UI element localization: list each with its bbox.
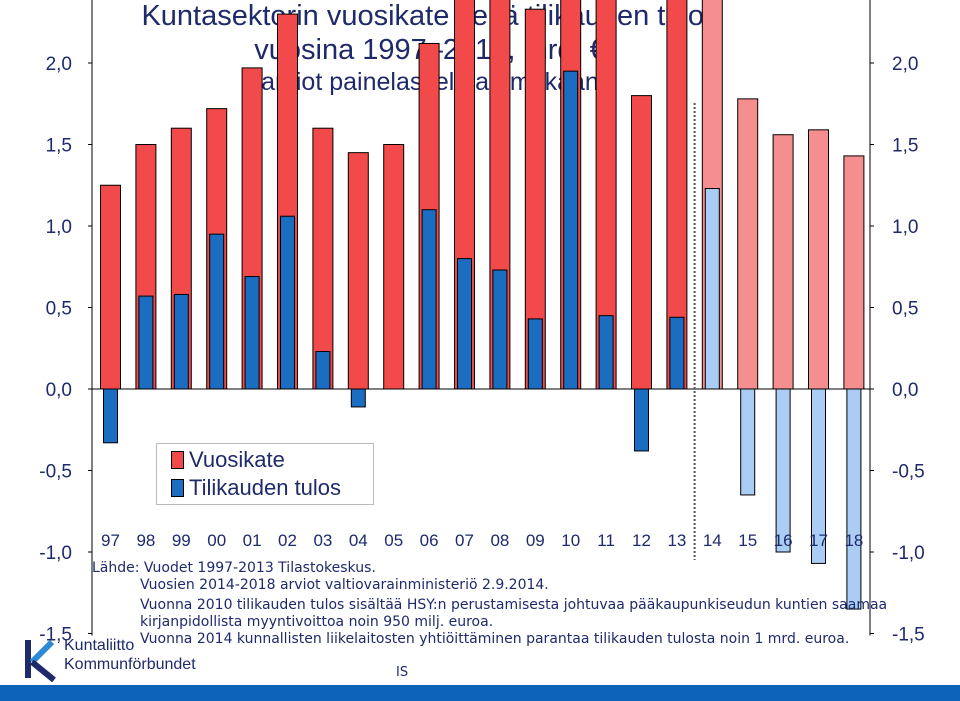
bar-tilikauden-tulos <box>704 188 720 390</box>
x-tick-label: 14 <box>703 531 722 550</box>
y-tick-label-right: 1,0 <box>892 217 918 238</box>
bar-vuosikate <box>808 129 829 390</box>
y-tick-label-left: -0,5 <box>39 462 72 483</box>
x-tick-label: 09 <box>526 531 545 550</box>
y-tick-label-left: -1,0 <box>39 543 72 564</box>
bar-tilikauden-tulos <box>173 293 189 390</box>
x-tick-label: 05 <box>384 531 403 550</box>
chart-title-line1: Kuntasektorin vuosikate sekä tilikauden … <box>141 0 719 32</box>
bar-tilikauden-tulos <box>209 233 225 390</box>
bar-tilikauden-tulos <box>669 316 685 390</box>
bar-vuosikate <box>312 127 334 390</box>
note-2014: Vuonna 2014 kunnallisten liikelaitosten … <box>140 631 850 647</box>
y-tick-label-right: 1,5 <box>892 136 918 157</box>
x-tick-label: 15 <box>738 531 757 550</box>
footer-bar <box>0 685 960 701</box>
bar-vuosikate <box>772 134 794 390</box>
legend-swatch-vuosikate <box>171 451 184 469</box>
x-tick-label: 16 <box>774 531 793 550</box>
footer-mark: IS <box>396 665 409 680</box>
bar-tilikauden-tulos <box>740 388 756 496</box>
y-tick-label-right: -1,5 <box>892 625 925 646</box>
y-tick-label-right: 2,0 <box>892 54 918 75</box>
note-2010-line1: Vuonna 2010 tilikauden tulos sisältää HS… <box>140 597 888 613</box>
estimate-note: Vuosien 2014-2018 arviot valtiovarainmin… <box>140 577 549 593</box>
kuntaliitto-emblem-icon <box>25 639 56 682</box>
bar-tilikauden-tulos <box>103 388 118 444</box>
bar-tilikauden-tulos <box>421 209 437 390</box>
x-tick-label: 03 <box>313 531 332 550</box>
legend-label-vuosikate: Vuosikate <box>189 447 285 472</box>
y-tick-label-left: 2,0 <box>46 54 72 75</box>
kuntaliitto-logo: Kuntaliitto Kommunförbundet <box>22 636 196 682</box>
x-tick-label: 12 <box>632 531 651 550</box>
y-tick-label-right: 0,5 <box>892 299 918 320</box>
bar-vuosikate <box>347 152 369 390</box>
y-tick-label-right: -0,5 <box>892 462 925 483</box>
note-2010-line2: kirjanpidollista myyntivoittoa noin 950 … <box>140 614 494 630</box>
bar-vuosikate <box>631 95 652 390</box>
bar-tilikauden-tulos <box>350 388 366 408</box>
x-tick-label: 00 <box>207 531 226 550</box>
x-tick-label: 99 <box>172 531 191 550</box>
bar-vuosikate <box>100 184 121 390</box>
y-tick-label-right: 0,0 <box>892 380 918 401</box>
x-tick-label: 06 <box>420 531 439 550</box>
legend-swatch-tilikauden-tulos <box>171 479 184 497</box>
bar-tilikauden-tulos <box>598 315 614 390</box>
bar-tilikauden-tulos <box>138 295 154 390</box>
bar-tilikauden-tulos <box>244 276 260 390</box>
bar-tilikauden-tulos <box>775 388 791 553</box>
bar-tilikauden-tulos <box>457 258 472 390</box>
x-tick-label: 17 <box>809 531 828 550</box>
bar-tilikauden-tulos <box>315 351 331 390</box>
bar-tilikauden-tulos <box>563 70 579 390</box>
bar-vuosikate <box>737 98 759 390</box>
bar-tilikauden-tulos <box>846 388 862 610</box>
source-note: Lähde: Vuodet 1997-2013 Tilastokeskus. <box>92 560 376 576</box>
logo-text-fi: Kuntaliitto <box>64 637 135 654</box>
x-tick-label: 02 <box>278 531 297 550</box>
bar-vuosikate <box>843 155 865 390</box>
legend-item-vuosikate: Vuosikate <box>171 447 285 473</box>
x-tick-label: 18 <box>844 531 863 550</box>
x-tick-label: 08 <box>490 531 509 550</box>
x-tick-label: 04 <box>349 531 368 550</box>
y-tick-label-right: -1,0 <box>892 543 925 564</box>
legend-item-tilikauden-tulos: Tilikauden tulos <box>171 475 341 501</box>
logo-text-sv: Kommunförbundet <box>64 656 196 673</box>
chart-legend: Vuosikate Tilikauden tulos <box>156 443 374 505</box>
y-tick-label-left: 0,5 <box>46 299 72 320</box>
x-tick-label: 11 <box>597 531 615 550</box>
x-tick-label: 07 <box>455 531 474 550</box>
legend-label-tilikauden-tulos: Tilikauden tulos <box>189 475 342 500</box>
bar-tilikauden-tulos <box>811 388 826 564</box>
x-tick-label: 98 <box>136 531 155 550</box>
x-tick-label: 13 <box>667 531 686 550</box>
y-tick-label-left: 0,0 <box>46 380 72 401</box>
x-tick-label: 10 <box>561 531 580 550</box>
y-tick-label-left: 1,0 <box>46 217 72 238</box>
bar-tilikauden-tulos <box>492 269 508 390</box>
y-tick-label-left: 1,5 <box>46 136 72 157</box>
bar-tilikauden-tulos <box>280 215 295 390</box>
bar-tilikauden-tulos <box>527 318 543 390</box>
bar-tilikauden-tulos <box>634 388 649 452</box>
x-tick-label: 97 <box>101 531 120 550</box>
bar-vuosikate <box>383 144 405 390</box>
x-tick-label: 01 <box>243 531 262 550</box>
y-tick-label-left: -1,5 <box>39 625 72 646</box>
